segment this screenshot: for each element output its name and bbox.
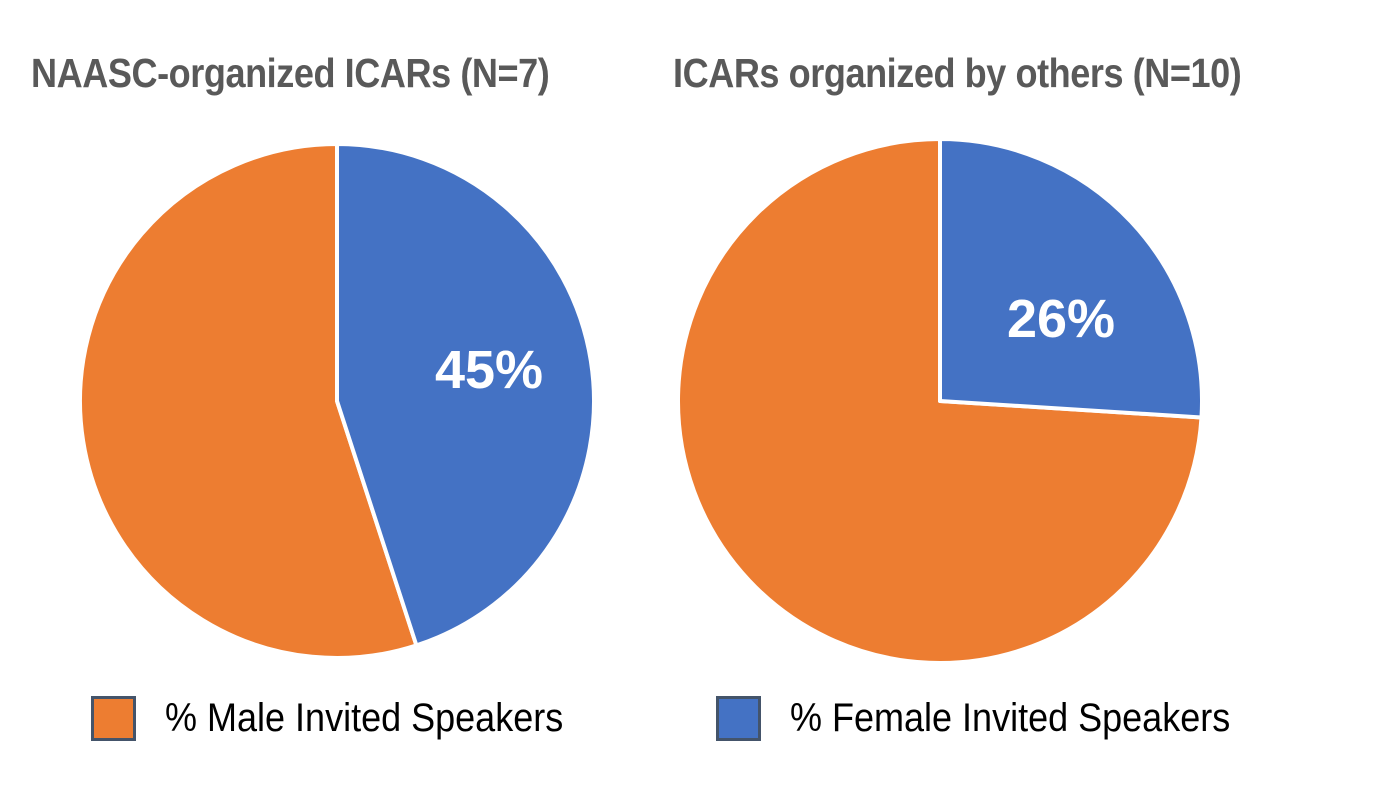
legend-label-male: % Male Invited Speakers bbox=[165, 695, 564, 740]
data-label-female-naasc: 45% bbox=[435, 340, 543, 400]
legend-item-male: % Male Invited Speakers bbox=[91, 693, 607, 743]
data-label-female-others: 26% bbox=[1007, 289, 1115, 349]
legend-label-female: % Female Invited Speakers bbox=[790, 695, 1231, 740]
legend-swatch-male bbox=[91, 695, 136, 741]
chart-title-others: ICARs organized by others (N=10) bbox=[673, 50, 1242, 96]
pie-chart-naasc: 45% bbox=[78, 142, 596, 660]
legend-item-female: % Female Invited Speakers bbox=[716, 693, 1279, 743]
chart-title-naasc: NAASC-organized ICARs (N=7) bbox=[31, 50, 550, 96]
pie-chart-others: 26% bbox=[676, 137, 1204, 665]
pie-slice-female bbox=[938, 137, 1204, 420]
pie-slice-male bbox=[78, 142, 419, 660]
pie-slice-female bbox=[335, 142, 596, 648]
legend-swatch-female bbox=[716, 695, 761, 741]
